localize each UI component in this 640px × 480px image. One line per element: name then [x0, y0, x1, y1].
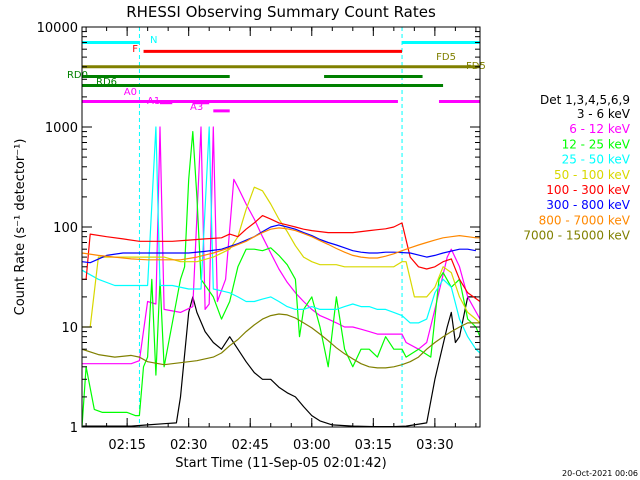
flag-label-fd5-2: FD5 — [436, 52, 456, 63]
x-tick-label: 03:15 — [355, 438, 392, 453]
x-tick-label: 02:45 — [231, 438, 268, 453]
y-axis-ticks: 1 10 100 1000 10000 — [37, 21, 480, 436]
series-line-3-6-kev — [82, 296, 476, 427]
series-line-25-50-kev — [82, 126, 480, 354]
x-axis-label: Start Time (11-Sep-05 02:01:42) — [175, 456, 386, 471]
date-stamp: 20-Oct-2021 00:06 — [562, 469, 638, 478]
series-line-12-25-kev — [82, 131, 480, 427]
legend-entry-8: 7000 - 15000 keV — [523, 229, 630, 243]
x-tick-label: 02:30 — [170, 438, 207, 453]
series-line-50-100-kev — [82, 186, 480, 328]
x-tick-label: 02:15 — [108, 438, 145, 453]
legend-entry-5: 100 - 300 keV — [546, 183, 630, 197]
x-tick-label: 03:00 — [293, 438, 330, 453]
y-tick-label: 1 — [70, 421, 78, 436]
legend-entry-3: 25 - 50 keV — [562, 153, 631, 167]
x-tick-label: 03:30 — [416, 438, 453, 453]
x-axis-ticks: 02:15 02:30 02:45 03:00 03:15 03:30 — [85, 27, 477, 453]
legend-entry-7: 800 - 7000 keV — [539, 213, 631, 227]
legend-entry-1: 6 - 12 keV — [569, 122, 631, 136]
series-line-7000-15000-kev — [82, 313, 480, 369]
y-axis-label: Count Rate (s⁻¹ detector⁻¹) — [13, 139, 28, 316]
y-tick-label: 10000 — [37, 21, 78, 36]
legend-entry-0: 3 - 6 keV — [577, 107, 631, 121]
attenuator-marker-lines — [138, 27, 480, 427]
legend-title: Det 1,3,4,5,6,9 — [540, 93, 630, 107]
series-line-300-800-kev — [82, 224, 477, 264]
flag-label-a0-6: A0 — [124, 87, 137, 98]
series-line-6-12-kev — [82, 126, 480, 365]
flag-label-a1-7: A1 — [147, 96, 160, 107]
legend-entry-4: 50 - 100 keV — [554, 168, 631, 182]
legend-entry-6: 300 - 800 keV — [546, 198, 630, 212]
y-tick-label: 100 — [53, 221, 78, 236]
flag-label-rd0-4: RD0 — [67, 70, 88, 81]
y-tick-label: 1000 — [45, 121, 78, 136]
flag-label-a3-8: A3 — [190, 102, 203, 113]
chart-title: RHESSI Observing Summary Count Rates — [126, 3, 436, 21]
y-tick-label: 10 — [61, 321, 78, 336]
flag-label-rd6-5: RD6 — [96, 77, 117, 88]
series-line-100-300-kev — [82, 215, 480, 302]
flag-label-f-1: F — [132, 44, 138, 55]
flag-label-n-0: N — [150, 35, 157, 46]
series-line-800-7000-kev — [82, 227, 480, 261]
series-layer — [82, 126, 480, 427]
legend-entry-2: 12 - 25 keV — [562, 137, 631, 151]
